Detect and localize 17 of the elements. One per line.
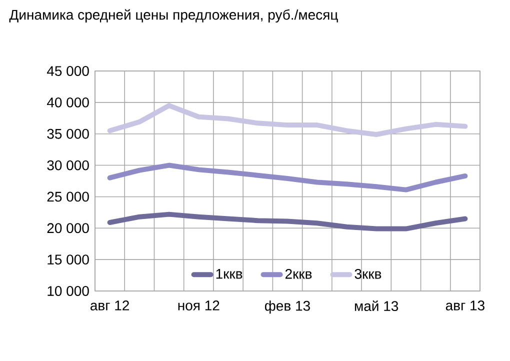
y-tick-label: 40 000 bbox=[46, 97, 89, 108]
y-tick-label: 45 000 bbox=[46, 66, 89, 76]
chart-title: Динамика средней цены предложения, руб./месяц bbox=[9, 9, 338, 22]
x-tick-label: май 13 bbox=[354, 300, 398, 312]
legend-label: 1ккв bbox=[216, 269, 242, 279]
legend-label: 2ккв bbox=[285, 268, 312, 279]
x-tick-label: авг 13 bbox=[446, 300, 484, 310]
x-tick-label: фев 13 bbox=[264, 300, 310, 314]
y-tick-label: 30 000 bbox=[47, 160, 89, 170]
y-tick-label: 35 000 bbox=[47, 128, 89, 139]
x-tick-label: ноя 12 bbox=[178, 300, 220, 310]
x-tick-label: авг 12 bbox=[90, 300, 129, 310]
y-tick-label: 15 000 bbox=[48, 254, 89, 265]
legend-label: 3ккв bbox=[354, 268, 382, 279]
y-tick-label: 20 000 bbox=[47, 223, 89, 234]
y-tick-label: 25 000 bbox=[47, 192, 89, 202]
y-tick-label: 10 000 bbox=[48, 286, 89, 296]
